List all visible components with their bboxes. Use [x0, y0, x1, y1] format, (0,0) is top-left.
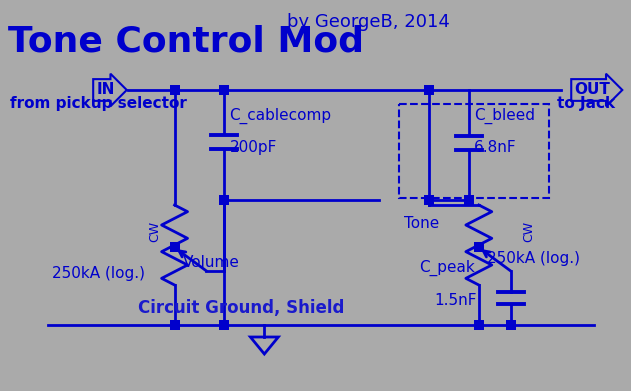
Text: 250kA (log.): 250kA (log.) — [487, 251, 580, 266]
Text: 6.8nF: 6.8nF — [474, 140, 516, 155]
Text: CW: CW — [148, 221, 161, 242]
Text: CW: CW — [522, 221, 535, 242]
Text: C_peak: C_peak — [419, 260, 475, 276]
Text: IN: IN — [97, 83, 115, 97]
Text: 250kA (log.): 250kA (log.) — [52, 266, 145, 281]
Text: C_cablecomp: C_cablecomp — [230, 108, 331, 124]
Text: C_bleed: C_bleed — [474, 108, 535, 124]
Text: Tone Control Mod: Tone Control Mod — [8, 25, 364, 59]
Text: Tone: Tone — [404, 216, 439, 231]
Text: by GeorgeB, 2014: by GeorgeB, 2014 — [287, 13, 450, 31]
Text: 1.5nF: 1.5nF — [434, 293, 476, 308]
Text: OUT: OUT — [575, 83, 610, 97]
Text: Volume: Volume — [182, 255, 239, 270]
Text: to Jack: to Jack — [557, 96, 615, 111]
Bar — [399, 104, 548, 198]
Text: Circuit Ground, Shield: Circuit Ground, Shield — [138, 299, 344, 317]
Text: from pickup selector: from pickup selector — [10, 96, 187, 111]
Text: 200pF: 200pF — [230, 140, 277, 155]
